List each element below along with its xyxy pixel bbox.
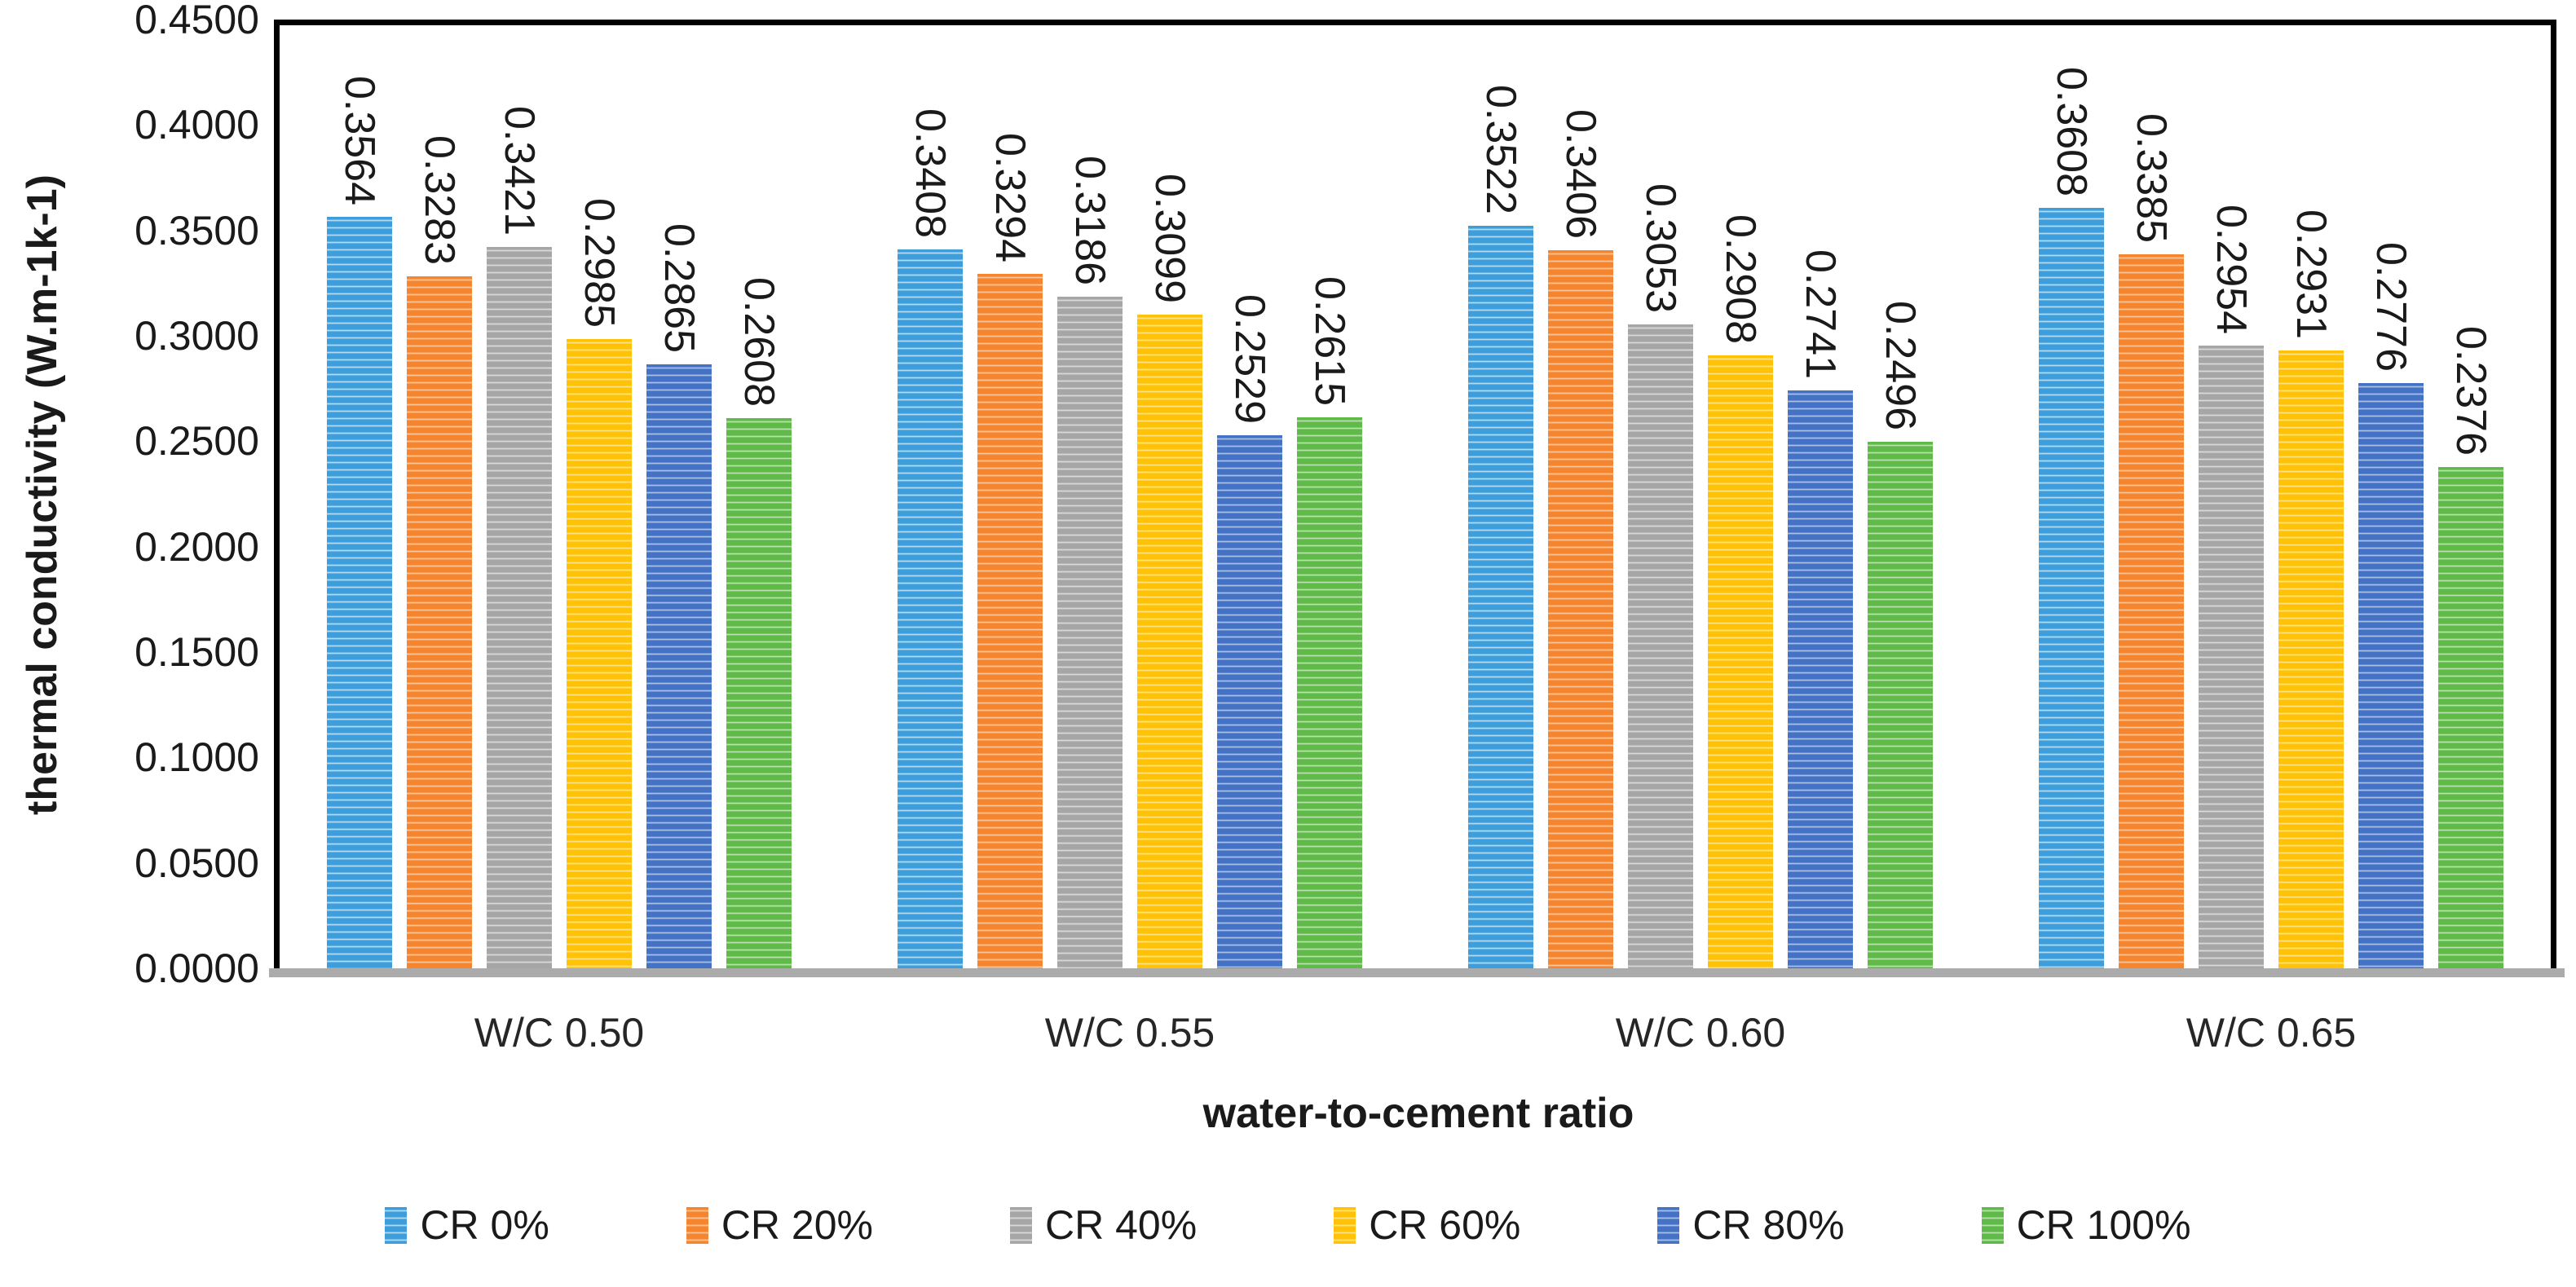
legend-item: CR 20% [686, 1201, 873, 1249]
bar-value-label: 0.2376 [2447, 326, 2494, 456]
bar-value-label: 0.3294 [986, 132, 1034, 262]
legend-swatch-icon [385, 1206, 408, 1244]
legend-swatch-icon [1657, 1206, 1680, 1244]
y-tick-label: 0.0500 [135, 840, 259, 886]
legend-label: CR 100% [2016, 1202, 2191, 1248]
bar [1708, 355, 1773, 968]
legend-swatch-icon [1334, 1206, 1356, 1244]
y-tick-label: 0.2000 [135, 523, 259, 570]
bar-value-label: 0.3522 [1477, 84, 1524, 214]
legend-label: CR 60% [1369, 1202, 1521, 1248]
x-category-label: W/C 0.60 [1615, 1010, 1786, 1056]
legend-label: CR 40% [1045, 1202, 1198, 1248]
bar-value-label: 0.3564 [336, 76, 383, 206]
bar [407, 275, 472, 968]
bar-value-label: 0.3283 [416, 134, 463, 265]
bar-value-label: 0.2615 [1306, 275, 1353, 406]
bar-value-label: 0.2954 [2208, 204, 2255, 334]
legend-item: CR 80% [1657, 1201, 1845, 1249]
bar-value-label: 0.3186 [1066, 155, 1114, 285]
bar [487, 247, 552, 968]
bars-layer: 0.3564 0.3283 0.3421 0.2985 0.2865 0.2608 0.34… [274, 20, 2556, 968]
y-tick-label: 0.1000 [135, 734, 259, 781]
bar [1137, 315, 1202, 968]
y-tick-label: 0.4000 [135, 102, 259, 148]
bar [1057, 296, 1123, 968]
bar [1217, 434, 1282, 968]
legend-item: CR 100% [1981, 1201, 2191, 1249]
y-tick-label: 0.2500 [135, 418, 259, 465]
bar [2119, 254, 2184, 968]
bar-value-label: 0.2741 [1797, 249, 1844, 379]
bar [646, 364, 712, 968]
legend-item: CR 40% [1010, 1201, 1197, 1249]
y-tick-label: 0.0000 [135, 945, 259, 991]
bar-value-label: 0.2908 [1717, 214, 1764, 344]
bar-value-label: 0.2985 [576, 197, 623, 328]
bar [2199, 345, 2264, 968]
bar [2278, 350, 2344, 968]
bar-value-label: 0.2496 [1877, 301, 1924, 431]
bar-value-label: 0.3053 [1637, 183, 1684, 314]
bar-value-label: 0.3608 [2048, 66, 2095, 196]
bar [1788, 390, 1853, 968]
bar [2039, 207, 2104, 968]
x-category-label: W/C 0.65 [2186, 1010, 2357, 1056]
legend-label: CR 0% [420, 1202, 549, 1248]
bar-value-label: 0.3408 [906, 108, 954, 239]
legend: CR 0% CR 20% CR 40% CR 60% CR 80% CR 100% [0, 1201, 2576, 1249]
y-tick-label: 0.1500 [135, 629, 259, 675]
bar-value-label: 0.2608 [735, 277, 783, 408]
bar [1548, 249, 1613, 968]
bar [1628, 324, 1693, 968]
legend-item: CR 0% [385, 1201, 549, 1249]
x-axis-line [269, 968, 2565, 977]
bar-value-label: 0.3385 [2128, 113, 2175, 244]
legend-swatch-icon [686, 1206, 708, 1244]
x-category-label: W/C 0.50 [474, 1010, 645, 1056]
legend-label: CR 80% [1692, 1202, 1845, 1248]
bar-value-label: 0.3406 [1557, 108, 1604, 239]
legend-label: CR 20% [721, 1202, 873, 1248]
bar [1868, 442, 1933, 968]
bar-value-label: 0.3099 [1146, 174, 1193, 304]
bar-value-label: 0.2529 [1226, 293, 1273, 424]
y-tick-label: 0.3000 [135, 313, 259, 359]
bar-value-label: 0.2865 [655, 223, 703, 353]
y-tick-label: 0.4500 [135, 0, 259, 42]
bar [2438, 467, 2503, 968]
y-axis-title: thermal conductivity (W.m-1k-1) [19, 174, 66, 815]
bar-value-label: 0.2776 [2367, 241, 2415, 372]
legend-item: CR 60% [1334, 1201, 1520, 1249]
bar-value-label: 0.3421 [496, 106, 543, 236]
bar [726, 418, 792, 968]
bar [2358, 382, 2424, 968]
x-category-label: W/C 0.55 [1044, 1010, 1215, 1056]
bar [977, 273, 1043, 968]
bar [898, 249, 963, 968]
bar [1297, 417, 1362, 968]
bar [567, 338, 632, 968]
bar-value-label: 0.2931 [2287, 209, 2335, 339]
legend-swatch-icon [1010, 1206, 1032, 1244]
bar [327, 217, 392, 968]
legend-swatch-icon [1981, 1206, 2004, 1244]
y-tick-label: 0.3500 [135, 207, 259, 253]
bar [1468, 225, 1533, 968]
x-axis-title: water-to-cement ratio [1202, 1090, 1634, 1137]
